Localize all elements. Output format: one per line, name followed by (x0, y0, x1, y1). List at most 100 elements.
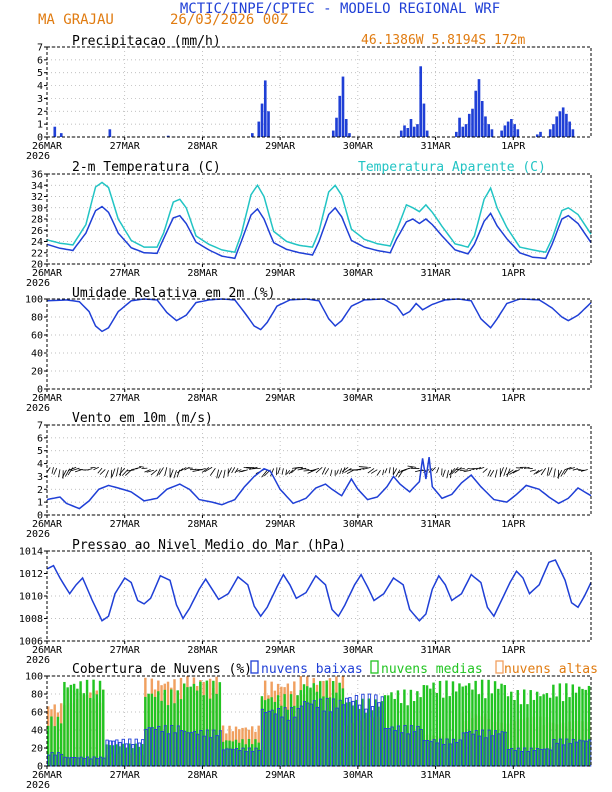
cloud-bar-low (173, 732, 177, 767)
temp-ytick-label: 34 (31, 181, 43, 192)
cloud-bar-mid (225, 740, 228, 766)
wind-xticks: 26MAR 27MAR 28MAR 29MAR 30MAR 31MAR 1APR 2026 (26, 515, 526, 540)
temperature-line (46, 205, 592, 260)
cloud-bar-mid (406, 705, 409, 766)
wind-vector (339, 468, 343, 475)
cloud-bar-low (234, 748, 239, 767)
wind-vector (118, 467, 126, 476)
precip-bar (403, 125, 406, 137)
wind-ytick-label: 1 (37, 498, 43, 509)
cloud-bar-low (98, 756, 103, 767)
cloud-bar-low (218, 730, 223, 767)
cloud-bar-mid (176, 690, 179, 766)
cloud-bar-mid (153, 696, 157, 766)
rh-yticks: 0 20 40 60 80 100 (25, 295, 47, 396)
legend-low: nuvens baixas (261, 662, 363, 677)
cloud-bar-mid (111, 745, 115, 766)
cloud-bar-mid (166, 705, 170, 766)
cloud-bar-mid (584, 689, 587, 766)
cloud-bar-mid (212, 680, 215, 766)
wind-vector (288, 469, 294, 475)
wind-vector (407, 465, 417, 468)
precip-bar (344, 119, 348, 137)
precip-bar (461, 126, 465, 137)
cloud-bar-mid (309, 687, 312, 766)
cloud-bar-low (189, 732, 193, 767)
wind-vector (535, 469, 543, 474)
cloud-bar-mid (464, 685, 468, 766)
apparent-temperature-line (46, 181, 592, 254)
wind-vector (111, 468, 116, 478)
wind-vector (197, 468, 206, 471)
cloud-bar-low (364, 708, 368, 767)
panel-rh: Umidade Relativa em 2m (%) 020406080100 … (25, 286, 592, 414)
cloud-bar-mid (552, 684, 555, 766)
rh-frame (46, 298, 592, 390)
wind-yticks: 0 1 2 3 4 5 67 (37, 421, 47, 522)
cloud-bar-low (108, 740, 113, 767)
precip-bar (260, 103, 264, 137)
wind-vector (546, 467, 550, 476)
wind-vector (494, 469, 498, 478)
pres-xtick-label: 30MAR (343, 645, 374, 656)
wind-vector (388, 467, 391, 474)
cloud-bar-low (429, 741, 433, 767)
cloud-bar-mid (393, 698, 396, 766)
precip-bar (263, 80, 267, 137)
cloud-bar-mid (548, 697, 552, 766)
panel-pressure: Pressao ao Nivel Medio do Mar (hPa) 1006… (19, 538, 592, 666)
cloud-bar-mid (390, 692, 393, 766)
cloud-bar-mid (121, 743, 124, 766)
wind-vector (290, 468, 297, 474)
precip-bar (506, 121, 510, 137)
temp-ytick-label: 36 (31, 170, 43, 181)
wind-ytick-label: 5 (37, 446, 43, 457)
precip-yticks: 0 1 2 3 4 5 67 (37, 43, 47, 144)
cloud-bar-low (448, 743, 453, 767)
cloud-bar-mid (66, 687, 69, 766)
rh-ytick-label: 0 (37, 385, 43, 396)
wind-vector (548, 467, 553, 476)
coords-label: 46.1386W 5.8194S 172m (361, 33, 526, 48)
cloud-bar-mid (455, 691, 458, 766)
wind-vector (119, 467, 122, 477)
wind-vector (180, 467, 187, 472)
cloud-bar-mid (218, 682, 222, 766)
rh-ytick-label: 60 (31, 331, 43, 342)
cloud-bar-mid (150, 693, 154, 766)
rh-xtick-label: 26MAR (32, 393, 63, 404)
cloud-bar-mid (124, 747, 128, 766)
cloud-bar-mid (228, 740, 231, 766)
cloud-bar-low (69, 757, 74, 767)
wind-vector (310, 468, 320, 472)
cloud-bar-low (464, 732, 469, 767)
cloud-bar-mid (523, 689, 526, 766)
wind-vector (330, 469, 333, 477)
cloud-bar-mid (328, 697, 332, 766)
cloud-bar-mid (412, 701, 416, 766)
cloud-bar-mid (383, 695, 387, 766)
precip-ytick-label: 2 (37, 107, 43, 118)
rh-ytick-label: 40 (31, 349, 43, 360)
cloud-bar-mid (539, 696, 542, 766)
wind-vector (93, 466, 99, 471)
wind-vector (303, 469, 313, 472)
cloud-bar-mid (140, 744, 144, 766)
wind-vector (367, 468, 375, 474)
wind-vector (344, 468, 352, 473)
cloud-bar-mid (137, 746, 141, 766)
temp-ytick-label: 20 (31, 260, 43, 271)
cloud-bar-mid (147, 693, 150, 766)
cloud-bar-low (199, 730, 203, 767)
cloud-bar-low (383, 728, 388, 767)
pressure-line (46, 559, 592, 622)
wind-vector (125, 469, 132, 476)
cloud-bar-low (79, 756, 83, 767)
panel-temp: 2-m Temperatura (C) Temperatura Aparente… (26, 160, 592, 289)
cloud-bar-mid (131, 748, 134, 766)
cloud-bar-mid (276, 695, 280, 766)
cloud-bar-mid (565, 683, 568, 766)
wind-vector (53, 467, 58, 475)
legend-high: nuvens altas (504, 662, 598, 677)
